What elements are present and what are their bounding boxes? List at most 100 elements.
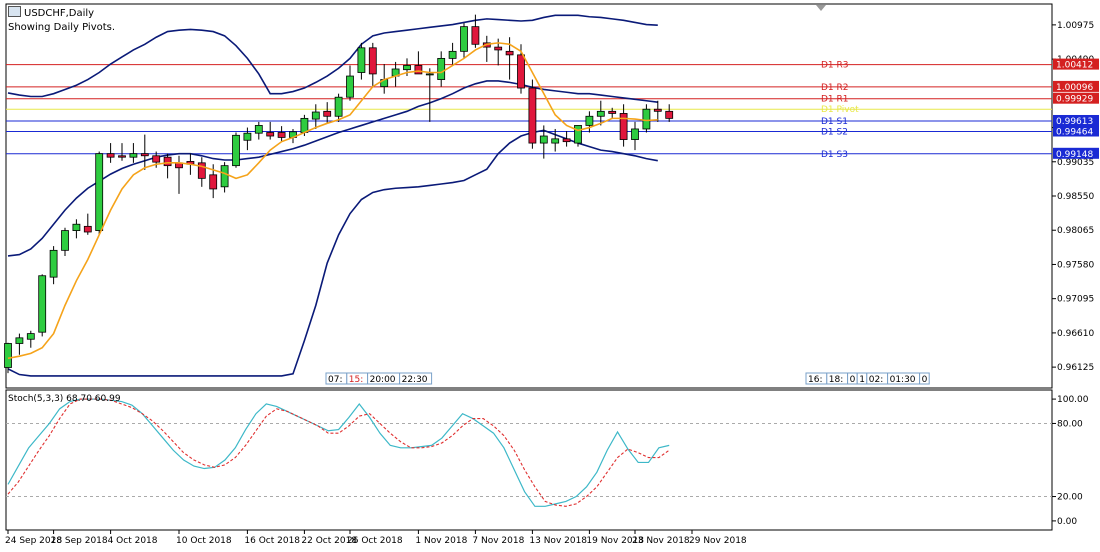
session-box-left-text: 15: <box>349 375 363 385</box>
candle <box>391 61 400 87</box>
candle-body <box>551 138 560 144</box>
candle-body <box>311 111 320 120</box>
date-tick-label: 28 Sep 2018 <box>51 536 108 546</box>
candle-body <box>665 110 674 119</box>
date-tick-label: 7 Nov 2018 <box>472 536 524 546</box>
candle-body <box>106 153 115 158</box>
date-tick-label: 1 Nov 2018 <box>415 536 467 546</box>
date-tick-label: 19 Nov 2018 <box>586 536 644 546</box>
date-tick-label: 22 Oct 2018 <box>301 536 357 546</box>
candle <box>482 35 491 62</box>
candle <box>243 127 252 151</box>
session-box-right-text: 16: <box>808 375 822 385</box>
price-tick-label: 0.97580 <box>1057 260 1094 270</box>
date-tick-label: 16 Oct 2018 <box>244 536 300 546</box>
candle-body <box>220 165 229 188</box>
candle <box>619 104 628 147</box>
pivots-subtitle: Showing Daily Pivots. <box>8 22 116 33</box>
price-tick-label: 0.96125 <box>1057 363 1094 373</box>
pivot-price-tag-text: 1.00412 <box>1056 61 1093 71</box>
session-box-right-text: 0 <box>850 375 856 385</box>
candle-body <box>38 275 47 333</box>
candle <box>539 125 548 159</box>
session-box-left-text: 22:30 <box>402 375 428 385</box>
session-box-right-text: 02: <box>869 375 883 385</box>
candle-body <box>562 138 571 143</box>
candle-body <box>266 132 275 137</box>
candle-body <box>129 153 138 158</box>
stoch-signal-line <box>7 398 670 507</box>
candle-body <box>631 128 639 140</box>
date-tick-label: 26 Oct 2018 <box>347 536 403 546</box>
candle-body <box>460 26 468 52</box>
pivot-price-tag-text: 0.99929 <box>1056 95 1093 105</box>
candle <box>254 121 263 140</box>
candle-body <box>653 108 662 112</box>
candle-body <box>15 337 24 344</box>
candle-body <box>414 65 423 75</box>
candle <box>266 121 275 140</box>
candle <box>277 126 286 141</box>
moving-average-line <box>7 42 658 360</box>
candle <box>72 219 81 239</box>
candle-body <box>26 333 35 340</box>
price-tick-label: 1.00975 <box>1057 21 1094 31</box>
date-tick-label: 10 Oct 2018 <box>176 536 232 546</box>
candle <box>118 143 126 161</box>
date-tick-label: 29 Nov 2018 <box>689 536 747 546</box>
candle-body <box>243 132 252 141</box>
pivot-label: D1 R3 <box>821 61 849 71</box>
candle-body <box>642 108 651 130</box>
pivot-label: D1 S2 <box>821 128 848 138</box>
candle <box>596 100 605 126</box>
candle <box>220 162 229 193</box>
price-tick-label: 0.99035 <box>1057 158 1094 168</box>
session-box-right-text: 1 <box>859 375 865 385</box>
candle <box>471 14 480 48</box>
price-tick-label: 0.98065 <box>1057 226 1094 236</box>
date-tick-label: 24 Sep 2018 <box>5 536 62 546</box>
candle <box>551 128 560 152</box>
pivot-label: D1 Pivot <box>821 105 859 115</box>
pivot-price-tag <box>1053 58 1099 70</box>
candle-body <box>585 115 594 126</box>
session-box-right-text: 01:30 <box>890 375 916 385</box>
candle-body <box>437 57 446 80</box>
stoch-tick-label: 0.00 <box>1057 517 1077 527</box>
pivot-label: D1 R1 <box>821 95 849 105</box>
date-tick-label: 23 Nov 2018 <box>632 536 690 546</box>
pivot-price-tag <box>1053 80 1099 92</box>
chart-header: USDCHF,Daily <box>8 6 94 19</box>
candle <box>106 143 115 163</box>
price-tick-label: 0.96610 <box>1057 329 1094 339</box>
pivot-price-tag <box>1053 147 1099 159</box>
candle-body <box>346 75 354 98</box>
session-box-right-text: 0 <box>922 375 928 385</box>
candle-body <box>357 47 366 73</box>
candle <box>38 274 47 337</box>
candle-body <box>528 87 537 144</box>
candle <box>197 157 206 187</box>
candle <box>414 51 423 75</box>
bollinger-lower-band <box>7 129 658 377</box>
candle-body <box>49 249 58 278</box>
candle-body <box>608 110 617 114</box>
candle <box>323 102 332 124</box>
pivot-price-tag <box>1053 114 1099 126</box>
candle-body <box>505 50 514 56</box>
session-box-right <box>919 372 930 385</box>
session-box-left <box>399 372 433 385</box>
pivot-label: D1 R2 <box>821 83 849 93</box>
candle <box>665 104 674 122</box>
candle-body <box>403 65 411 71</box>
candle <box>83 213 92 235</box>
candle-body <box>197 162 206 179</box>
pivot-price-tag-text: 1.00096 <box>1056 83 1093 93</box>
bollinger-upper-band <box>7 14 658 98</box>
candle-body <box>596 110 605 117</box>
candle-body <box>574 125 582 144</box>
pivot-label: D1 S3 <box>821 150 848 160</box>
date-tick-label: 4 Oct 2018 <box>108 536 158 546</box>
candle-body <box>619 113 628 140</box>
bollinger-middle-band <box>7 80 658 257</box>
